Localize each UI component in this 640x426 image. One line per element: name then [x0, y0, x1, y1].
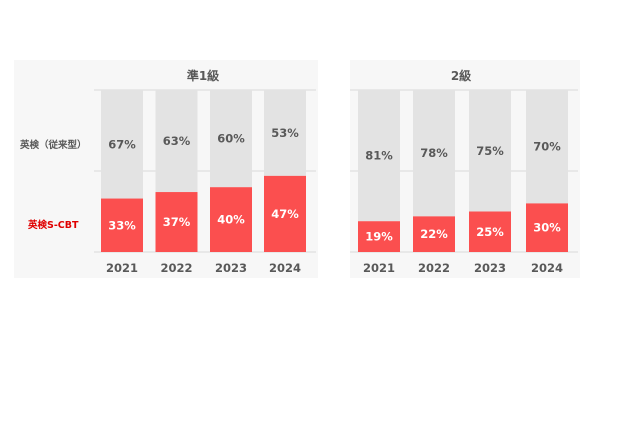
- x-tick-label: 2023: [215, 261, 247, 275]
- bar-conventional: [210, 90, 252, 188]
- data-label-scbt: 25%: [476, 225, 504, 239]
- data-label-conventional: 81%: [365, 149, 393, 163]
- bar-scbt: [413, 216, 455, 252]
- data-label-scbt: 19%: [365, 230, 393, 244]
- panel-title: 2級: [451, 68, 471, 83]
- bar-scbt: [264, 175, 306, 252]
- data-label-scbt: 47%: [271, 207, 299, 221]
- bar-conventional: [358, 90, 400, 222]
- data-label-conventional: 70%: [533, 140, 561, 154]
- bar-conventional: [413, 90, 455, 217]
- bar-conventional: [264, 90, 306, 176]
- bar-scbt: [358, 221, 400, 252]
- x-tick-label: 2022: [418, 261, 450, 275]
- x-tick-label: 2023: [474, 261, 506, 275]
- data-label-scbt: 37%: [163, 215, 191, 229]
- bar-scbt: [526, 203, 568, 252]
- data-label-scbt: 33%: [108, 218, 136, 232]
- panel-title: 準1級: [187, 68, 219, 83]
- bar-scbt: [210, 187, 252, 252]
- chart-panel: 準1級 67% 33% 2021 63% 37% 2022 60% 40% 2023 53% 47% 2…: [14, 60, 318, 278]
- data-label-scbt: 30%: [533, 221, 561, 235]
- series-label-scbt: 英検S-CBT: [28, 219, 79, 231]
- x-tick-label: 2024: [531, 261, 563, 275]
- bar-scbt: [469, 211, 511, 252]
- bar-conventional: [155, 90, 198, 193]
- data-label-scbt: 22%: [420, 227, 448, 241]
- data-label-conventional: 53%: [271, 126, 299, 140]
- x-tick-label: 2022: [160, 261, 192, 275]
- data-label-conventional: 60%: [217, 132, 245, 146]
- chart-panel: 2級 81% 19% 2021 78% 22% 2022 75% 25% 2023 70% 30% 20…: [350, 60, 580, 278]
- series-label-conventional: 英検（従来型）: [20, 139, 87, 151]
- x-tick-label: 2021: [363, 261, 395, 275]
- data-label-conventional: 67%: [108, 137, 136, 151]
- bar-scbt: [155, 192, 198, 252]
- bar-conventional: [526, 90, 568, 204]
- x-tick-label: 2024: [269, 261, 301, 275]
- data-label-conventional: 75%: [476, 144, 504, 158]
- data-label-conventional: 63%: [163, 134, 191, 148]
- bar-scbt: [101, 198, 143, 252]
- bar-conventional: [101, 90, 143, 199]
- bar-conventional: [469, 90, 511, 212]
- data-label-conventional: 78%: [420, 146, 448, 160]
- x-tick-label: 2021: [106, 261, 138, 275]
- data-label-scbt: 40%: [217, 213, 245, 227]
